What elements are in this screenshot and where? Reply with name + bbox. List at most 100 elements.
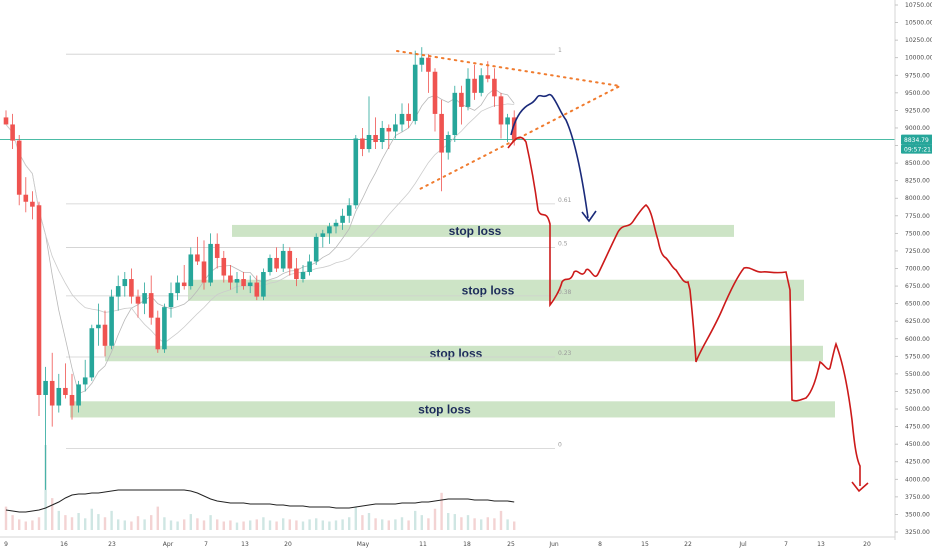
price-tick-label: 10250.00 (905, 37, 932, 44)
price-tick-label: 7500.00 (905, 230, 930, 237)
volume-bar (150, 515, 153, 530)
candle-body (459, 92, 464, 107)
time-tick-label: May (357, 541, 370, 548)
candle-body (195, 254, 200, 262)
candle-body (16, 140, 22, 195)
price-ma-short (5, 88, 515, 395)
price-tick-label: 5000.00 (905, 406, 930, 413)
price-tick-label: 6750.00 (905, 283, 930, 290)
candle-body (432, 71, 438, 114)
volume-bar (341, 519, 344, 530)
volume-bar (64, 515, 67, 530)
price-tick-label: 10500.00 (905, 20, 932, 27)
volume-bar (123, 520, 126, 530)
time-tick-label: 11 (419, 541, 427, 548)
drawings-layer (396, 50, 869, 493)
candle-body (122, 279, 128, 287)
countdown-label: 09:57:21 (904, 147, 931, 154)
candles-layer (3, 47, 517, 490)
volume-bar (176, 521, 179, 530)
volume-bar (235, 522, 239, 530)
bearish-projection-line (507, 136, 861, 486)
volume-bar (84, 518, 87, 530)
candle-body (366, 134, 372, 150)
candle-body (406, 113, 411, 121)
price-tick-label: 9750.00 (905, 72, 930, 79)
candle-body (241, 279, 246, 287)
volume-bar (97, 514, 100, 530)
volume-bar (242, 521, 245, 530)
price-tick-label: 9250.00 (905, 107, 930, 114)
volume-bar (18, 519, 21, 530)
price-tick-label: 3750.00 (905, 494, 930, 501)
volume-bar (262, 517, 265, 530)
time-tick-label: 7 (204, 541, 208, 548)
volume-bar (301, 521, 305, 530)
volume-bar (407, 520, 410, 530)
time-tick-label: 18 (463, 541, 471, 548)
stop-loss-label: stop loss (462, 283, 515, 297)
volume-bar (169, 520, 173, 530)
volume-bar (70, 517, 74, 530)
time-tick-label: 23 (108, 541, 116, 548)
fib-level-label: 0.61 (558, 197, 572, 204)
volume-bar (394, 519, 397, 530)
price-tick-label: 4000.00 (905, 476, 930, 483)
time-tick-label: 13 (817, 541, 825, 548)
candle-body (280, 250, 286, 269)
candle-body (214, 243, 220, 258)
candle-body (353, 138, 359, 206)
candle-body (307, 261, 312, 273)
stop-loss-label: stop loss (418, 402, 471, 416)
candle-body (10, 124, 15, 141)
volume-bar (282, 518, 285, 530)
volume-bar (513, 521, 516, 530)
volume-bar (222, 521, 225, 530)
countdown-badge (901, 144, 932, 154)
time-tick-label: 7 (784, 541, 788, 548)
candle-body (465, 78, 471, 107)
triangle-pattern-line (396, 50, 624, 191)
candle-body (287, 250, 293, 269)
volume-bar (308, 519, 311, 530)
current-price-badge (901, 134, 932, 145)
candle-body (505, 117, 510, 125)
volume-bar (427, 518, 430, 530)
price-tick-label: 5500.00 (905, 371, 930, 378)
candle-body (56, 387, 62, 406)
volume-bar (51, 498, 54, 530)
volume-bar (367, 513, 371, 530)
candle-body (412, 64, 418, 121)
volume-bar (387, 520, 390, 530)
price-tick-label: 9500.00 (905, 90, 930, 97)
candle-body (300, 272, 306, 280)
fib-level-label: 0.38 (558, 289, 572, 296)
candle-body (478, 75, 484, 93)
candle-body (445, 134, 451, 153)
price-tick-label: 3250.00 (905, 529, 930, 536)
volume-bar (77, 513, 80, 530)
time-tick-label: 20 (284, 541, 292, 548)
candle-body (175, 282, 180, 294)
candle-body (30, 201, 35, 207)
volume-bar (110, 510, 113, 530)
time-tick-label: 25 (507, 541, 515, 548)
candle-body (261, 272, 266, 297)
candle-body (294, 268, 299, 280)
candle-body (221, 257, 227, 276)
price-tick-label: 6000.00 (905, 336, 930, 343)
candle-body (168, 293, 174, 308)
volume-bar (216, 519, 219, 530)
stop-loss-label: stop loss (449, 224, 502, 238)
volume-bar (31, 520, 34, 530)
time-tick-label: 15 (641, 541, 649, 548)
volume-bar (4, 506, 8, 530)
stop-loss-label: stop loss (430, 347, 483, 361)
candle-body (96, 324, 101, 329)
candle-body (201, 261, 207, 283)
volume-bar (117, 519, 120, 530)
candle-body (23, 194, 29, 202)
time-tick-label: 20 (863, 541, 871, 548)
